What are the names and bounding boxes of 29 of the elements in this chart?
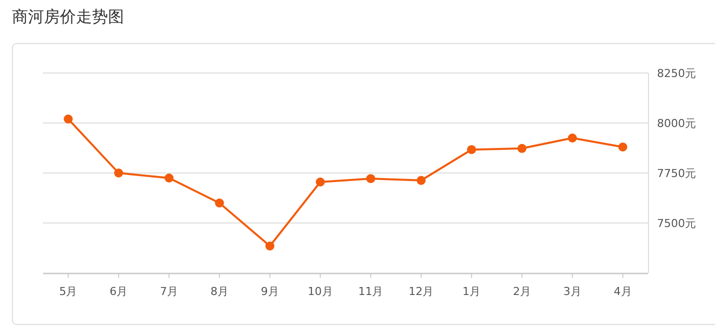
point (114, 168, 124, 178)
x-tick-label: 9月 (260, 285, 279, 298)
x-tick-label: 2月 (512, 285, 531, 298)
x-tick-label: 12月 (408, 285, 434, 298)
x-tick-label: 1月 (462, 285, 481, 298)
x-tick-label: 7月 (160, 285, 178, 298)
x-tick-label: 4月 (614, 285, 632, 298)
y-tick-label: 8250元 (657, 67, 696, 80)
x-tick-label: 8月 (210, 285, 228, 298)
point (618, 142, 628, 152)
y-tick-label: 7750元 (657, 167, 696, 180)
x-tick-label: 10月 (308, 285, 333, 298)
x-tick-label: 5月 (59, 285, 78, 298)
x-tick-label: 3月 (563, 285, 582, 298)
point (316, 178, 325, 186)
point (164, 174, 174, 182)
x-tick-label: 6月 (110, 285, 128, 298)
y-tick-label: 8000元 (657, 117, 696, 130)
point (467, 145, 476, 154)
x-tick-label: 11月 (358, 285, 384, 298)
point (568, 134, 577, 142)
point (265, 242, 274, 250)
point (214, 198, 224, 208)
point (366, 174, 376, 184)
point (517, 144, 526, 153)
point (64, 114, 73, 124)
y-tick-label: 7500元 (657, 217, 696, 230)
point (416, 176, 426, 185)
chart-title: 商河房价走势图 (12, 7, 124, 26)
